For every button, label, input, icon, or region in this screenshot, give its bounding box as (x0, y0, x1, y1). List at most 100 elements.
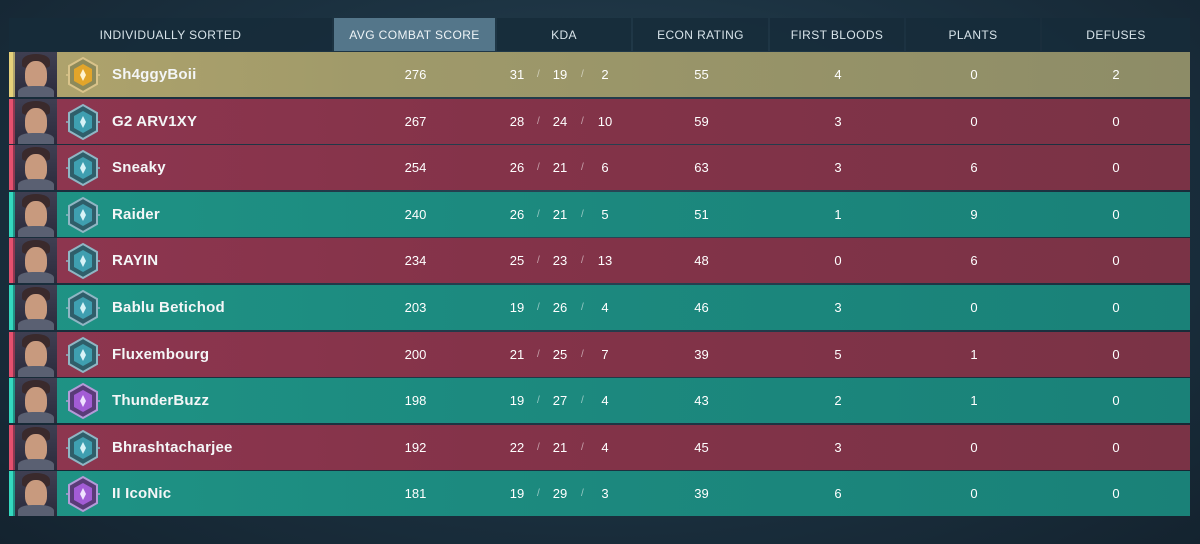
kda-cell: 31 / 19 / 2 (497, 52, 633, 97)
defuses-value: 2 (1112, 67, 1120, 82)
player-name[interactable]: Sh4ggyBoii (112, 66, 197, 83)
agent-portrait-icon (15, 378, 57, 424)
player-row[interactable]: ThunderBuzz 198 19 / 27 / 4 43 2 1 0 (9, 378, 1190, 424)
header-kda[interactable]: KDA (497, 18, 631, 51)
platinum-rank-icon (64, 196, 102, 234)
kills-value: 26 (509, 206, 525, 222)
defuses-value: 0 (1112, 206, 1120, 222)
deaths-value: 27 (552, 393, 568, 409)
first-bloods-value: 3 (834, 299, 842, 315)
header-econ[interactable]: ECON RATING (633, 18, 768, 51)
first-bloods-value: 3 (834, 439, 842, 455)
player-row[interactable]: Sneaky 254 26 / 21 / 6 63 3 6 0 (9, 145, 1190, 191)
acs-value: 198 (404, 393, 427, 409)
header-defuses[interactable]: DEFUSES (1042, 18, 1190, 51)
platinum-rank-icon (64, 429, 102, 467)
header-player[interactable]: INDIVIDUALLY SORTED (9, 18, 332, 51)
assists-value: 7 (601, 346, 609, 362)
kda-separator: / (537, 301, 540, 313)
player-name[interactable]: ThunderBuzz (112, 392, 210, 410)
gold-rank-icon (64, 56, 102, 94)
player-name[interactable]: Fluxembourg (112, 345, 210, 363)
player-row[interactable]: Bablu Betichod 203 19 / 26 / 4 46 3 0 0 (9, 284, 1190, 330)
first-bloods-value: 1 (834, 206, 842, 222)
kills-value: 25 (509, 253, 525, 269)
kda-separator: / (581, 301, 584, 313)
assists-value: 5 (601, 206, 609, 222)
agent-portrait-icon (15, 145, 57, 191)
econ-value: 39 (694, 346, 709, 362)
kills-value: 22 (509, 439, 525, 455)
kda-separator: / (537, 255, 540, 267)
kda-separator: / (581, 348, 584, 360)
kda-separator: / (537, 162, 540, 174)
header-acs[interactable]: AVG COMBAT SCORE (334, 18, 495, 51)
player-row[interactable]: Raider 240 26 / 21 / 5 51 1 9 0 (9, 191, 1190, 237)
deaths-value: 29 (552, 486, 568, 502)
deaths-value: 24 (552, 113, 568, 129)
player-name[interactable]: Sneaky (112, 159, 166, 177)
player-row[interactable]: Sh4ggyBoii 276 31 / 19 / 2 55 4 0 2 (9, 52, 1190, 97)
econ-value: 46 (694, 299, 709, 315)
plants-value: 0 (970, 67, 978, 82)
scoreboard-header: INDIVIDUALLY SORTED AVG COMBAT SCORE KDA… (9, 18, 1190, 51)
player-name[interactable]: RAYIN (112, 252, 159, 270)
plants-value: 1 (970, 393, 978, 409)
kda-cell: 21 / 25 / 7 (497, 332, 633, 377)
plants-value: 6 (970, 253, 978, 269)
platinum-rank-icon (64, 336, 102, 374)
player-row[interactable]: Fluxembourg 200 21 / 25 / 7 39 5 1 0 (9, 331, 1190, 377)
deaths-value: 21 (552, 206, 568, 222)
agent-portrait-icon (15, 238, 57, 284)
deaths-value: 21 (552, 160, 568, 176)
acs-value: 192 (404, 439, 427, 455)
player-cell: Bhrashtacharjee (9, 424, 334, 470)
kda-separator: / (537, 69, 540, 80)
kda-separator: / (581, 208, 584, 220)
agent-portrait-icon (15, 284, 57, 330)
first-bloods-value: 2 (834, 393, 842, 409)
player-rows: Sh4ggyBoii 276 31/19/2 55 4 0 2 G2 ARV1XY 267 28/… (9, 52, 1190, 517)
platinum-rank-icon (64, 242, 102, 280)
player-row[interactable]: Bhrashtacharjee 192 22 / 21 / 4 45 3 0 0 (9, 424, 1190, 470)
diamond-rank-icon (64, 475, 102, 513)
assists-value: 4 (601, 439, 609, 455)
kda-cell: 28 / 24 / 10 (497, 99, 633, 144)
player-name[interactable]: G2 ARV1XY (112, 112, 198, 130)
agent-portrait-icon (15, 52, 57, 97)
assists-value: 4 (601, 393, 609, 409)
player-row[interactable]: II IcoNic 181 19 / 29 / 3 39 6 0 0 (9, 471, 1190, 517)
plants-value: 0 (970, 113, 978, 129)
scoreboard: INDIVIDUALLY SORTED AVG COMBAT SCORE KDA… (9, 18, 1190, 518)
kda-cell: 19 / 29 / 3 (497, 471, 633, 516)
player-name[interactable]: Bhrashtacharjee (112, 438, 233, 456)
player-row[interactable]: RAYIN 234 25 / 23 / 13 48 0 6 0 (9, 238, 1190, 284)
agent-portrait-icon (15, 331, 57, 377)
player-row[interactable]: G2 ARV1XY 267 28 / 24 / 10 59 3 0 0 (9, 98, 1190, 144)
econ-value: 51 (694, 206, 709, 222)
kda-cell: 22 / 21 / 4 (497, 425, 633, 470)
defuses-value: 0 (1112, 439, 1120, 455)
kills-value: 19 (509, 393, 525, 409)
kda-separator: / (537, 208, 540, 220)
assists-value: 6 (601, 160, 609, 176)
player-name[interactable]: II IcoNic (112, 485, 172, 503)
kda-separator: / (581, 69, 584, 80)
plants-value: 0 (970, 299, 978, 315)
header-first-bloods[interactable]: FIRST BLOODS (770, 18, 904, 51)
acs-value: 276 (404, 67, 427, 82)
player-cell: II IcoNic (9, 471, 334, 517)
deaths-value: 19 (552, 67, 568, 82)
agent-portrait-icon (15, 471, 57, 517)
player-name[interactable]: Bablu Betichod (112, 298, 225, 316)
econ-value: 63 (694, 160, 709, 176)
first-bloods-value: 3 (834, 160, 842, 176)
defuses-value: 0 (1112, 346, 1120, 362)
platinum-rank-icon (64, 289, 102, 327)
header-plants[interactable]: PLANTS (906, 18, 1040, 51)
acs-value: 181 (404, 486, 427, 502)
agent-portrait-icon (15, 424, 57, 470)
econ-value: 48 (694, 253, 709, 269)
acs-value: 254 (404, 160, 427, 176)
player-name[interactable]: Raider (112, 205, 160, 223)
